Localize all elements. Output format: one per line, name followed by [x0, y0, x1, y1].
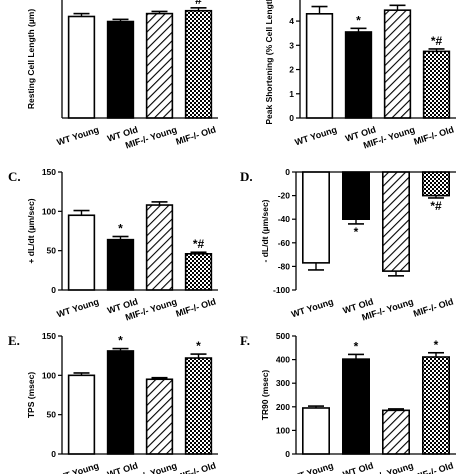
bar	[184, 357, 213, 455]
chart-panel: E. 150 100 50 0 TPS (msec) WT Young * WT Old MIF-…	[8, 331, 218, 474]
bar	[383, 9, 412, 119]
chart-panel: 4 3 2 1 0 Peak Shortening (% Cell Length) WT Y…	[264, 0, 456, 150]
bar	[422, 50, 451, 119]
y-tick-label: 2	[289, 65, 294, 75]
bar	[184, 253, 213, 291]
y-tick-label: 0	[285, 449, 290, 459]
significance-mark: *	[196, 339, 201, 353]
category-label: WT Young	[56, 124, 101, 147]
y-tick-label: 300	[276, 378, 290, 388]
significance-mark: *#	[193, 237, 205, 251]
y-tick-label: 150	[42, 167, 56, 177]
y-axis-label: + dL/dt (µm/sec)	[26, 198, 36, 263]
y-axis-label: Peak Shortening (% Cell Length)	[264, 0, 274, 125]
y-tick-label: -100	[273, 285, 290, 295]
bar	[67, 15, 96, 119]
bar	[184, 9, 213, 119]
y-tick-label: 100	[276, 425, 290, 435]
y-axis-label: TPS (msec)	[26, 372, 36, 418]
category-label: MIF-/- Old	[175, 124, 218, 146]
y-tick-label: 150	[42, 331, 56, 341]
bar	[106, 238, 135, 291]
category-label: MIF-/- Old	[413, 124, 456, 146]
chart-panel: F. 500 400 300 200 100 0 TR90 (msec) WT Young * WT…	[240, 331, 456, 474]
significance-mark: *#	[431, 34, 443, 48]
bar	[301, 407, 330, 455]
category-label: WT Young	[56, 296, 101, 319]
y-axis-label: - dL/dt (µm/sec)	[260, 199, 270, 262]
bar	[381, 171, 410, 272]
bar	[106, 20, 135, 119]
y-tick-label: 50	[47, 410, 57, 420]
significance-mark: *	[118, 334, 123, 348]
panel-letter: F.	[240, 333, 250, 348]
y-tick-label: 50	[47, 246, 57, 256]
category-label: WT Young	[56, 460, 101, 474]
significance-mark: *	[118, 222, 123, 236]
category-label: MIF-/- Old	[175, 296, 218, 318]
y-tick-label: 400	[276, 355, 290, 365]
y-axis-label: TR90 (msec)	[260, 370, 270, 421]
bar	[106, 350, 135, 455]
category-label: WT Old	[106, 460, 139, 474]
y-axis-label: Resting Cell Length (µm)	[26, 9, 36, 109]
y-tick-label: -80	[278, 261, 291, 271]
category-label: MIF-/- Old	[412, 296, 455, 318]
panel-letter: D.	[240, 169, 253, 184]
bar	[305, 13, 334, 119]
bar	[344, 31, 373, 119]
bar	[341, 358, 370, 455]
y-tick-label: -20	[278, 191, 291, 201]
bar	[301, 171, 330, 264]
category-label: MIF-/- Old	[412, 460, 455, 474]
panel-letter: E.	[8, 333, 20, 348]
significance-mark: *	[434, 338, 439, 352]
y-tick-label: 0	[289, 113, 294, 123]
y-tick-label: 4	[289, 16, 294, 26]
bar	[421, 171, 450, 197]
significance-mark: *	[354, 225, 359, 239]
bar	[145, 12, 174, 119]
bar	[67, 214, 96, 291]
category-label: WT Young	[290, 460, 335, 474]
y-tick-label: 3	[289, 40, 294, 50]
y-tick-label: 500	[276, 331, 290, 341]
y-tick-label: 0	[51, 285, 56, 295]
significance-mark: *#	[430, 199, 442, 213]
bar	[145, 204, 174, 291]
y-tick-label: 0	[285, 167, 290, 177]
y-tick-label: 1	[289, 89, 294, 99]
y-tick-label: 200	[276, 402, 290, 412]
significance-mark: *	[356, 13, 361, 27]
chart-panel: Resting Cell Length (µm)WT Young WT OldMI…	[26, 0, 218, 150]
y-tick-label: -60	[278, 238, 291, 248]
y-tick-label: 0	[51, 449, 56, 459]
bar	[145, 378, 174, 455]
y-tick-label: -40	[278, 214, 291, 224]
chart-panel: D. 0 -20 -40 -60 -80 -100 - dL/dt (µm/sec) WT Yo…	[240, 167, 456, 322]
panel-letter: C.	[8, 169, 21, 184]
bar	[67, 374, 96, 455]
y-tick-label: 100	[42, 206, 56, 216]
significance-mark: *	[354, 339, 359, 353]
bar	[341, 171, 370, 221]
y-tick-label: 100	[42, 370, 56, 380]
category-label: WT Old	[342, 460, 375, 474]
category-label: WT Young	[290, 296, 335, 319]
category-label: MIF-/- Old	[175, 460, 218, 474]
bar	[421, 356, 450, 455]
category-label: WT Young	[294, 124, 339, 147]
bar	[381, 409, 410, 455]
significance-mark: #	[195, 0, 202, 7]
